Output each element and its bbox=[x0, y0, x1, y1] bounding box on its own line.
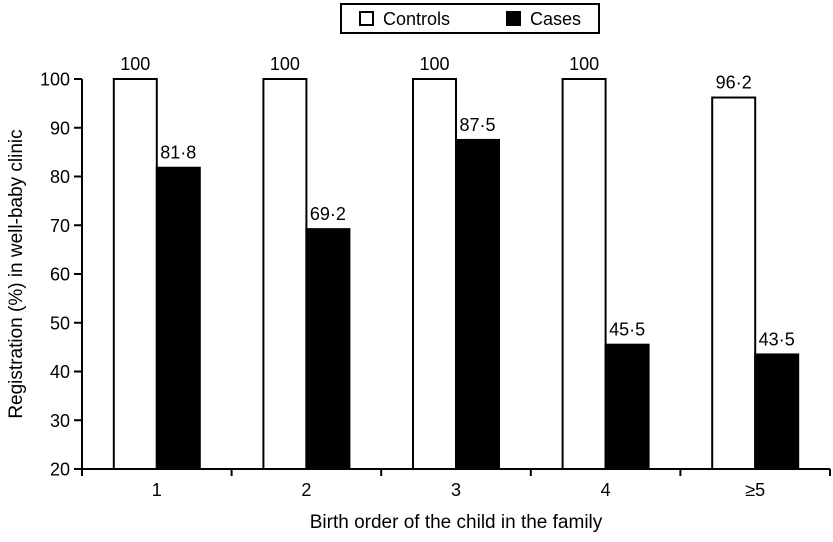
legend-label-controls: Controls bbox=[382, 8, 450, 29]
bar-cases bbox=[754, 353, 800, 470]
bar-cases bbox=[604, 343, 650, 470]
y-tick-label: 40 bbox=[50, 362, 70, 382]
y-tick-label: 50 bbox=[50, 313, 70, 333]
y-tick-label: 100 bbox=[40, 70, 70, 90]
cases-black-square-icon bbox=[506, 11, 521, 26]
bar-cases bbox=[305, 228, 351, 470]
bar-value-label-controls: 100 bbox=[569, 54, 599, 74]
bar-controls bbox=[412, 78, 457, 470]
bar-value-label-cases: 81·8 bbox=[160, 143, 196, 163]
y-tick-label: 20 bbox=[50, 460, 70, 480]
bar-value-label-controls: 100 bbox=[270, 54, 300, 74]
bar-value-label-controls: 96·2 bbox=[716, 73, 752, 93]
bar-controls bbox=[711, 96, 757, 471]
x-tick-label: 1 bbox=[152, 480, 162, 500]
legend: Controls Cases bbox=[340, 3, 600, 34]
x-tick-label: 4 bbox=[601, 480, 611, 500]
legend-item-cases: Cases bbox=[506, 10, 581, 28]
y-tick-label: 30 bbox=[50, 411, 70, 431]
legend-item-controls: Controls bbox=[358, 8, 450, 29]
bar-value-label-controls: 100 bbox=[120, 54, 150, 74]
bar-value-label-controls: 100 bbox=[419, 54, 449, 74]
y-tick-label: 60 bbox=[50, 265, 70, 285]
bar-cases bbox=[455, 138, 500, 470]
legend-label-cases: Cases bbox=[530, 8, 582, 29]
y-tick-label: 90 bbox=[50, 118, 70, 138]
y-axis-title: Registration (%) in well-baby clinic bbox=[6, 129, 27, 419]
y-tick-label: 80 bbox=[50, 167, 70, 187]
bar-value-label-cases: 69·2 bbox=[310, 204, 346, 224]
x-tick-label: 3 bbox=[451, 480, 461, 500]
bar-controls bbox=[262, 78, 308, 470]
controls-white-square-icon bbox=[358, 11, 374, 26]
x-axis-title: Birth order of the child in the family bbox=[309, 512, 603, 533]
bar-controls bbox=[561, 78, 607, 470]
bar-value-label-cases: 87·5 bbox=[459, 115, 495, 135]
bar-controls bbox=[112, 78, 158, 470]
x-tick-label: 2 bbox=[301, 480, 311, 500]
x-tick-label: ≥5 bbox=[745, 480, 765, 500]
bar-value-label-cases: 43·5 bbox=[759, 329, 795, 349]
bar-value-label-cases: 45·5 bbox=[609, 320, 645, 340]
y-tick-label: 70 bbox=[50, 216, 70, 236]
bar-cases bbox=[155, 166, 201, 470]
